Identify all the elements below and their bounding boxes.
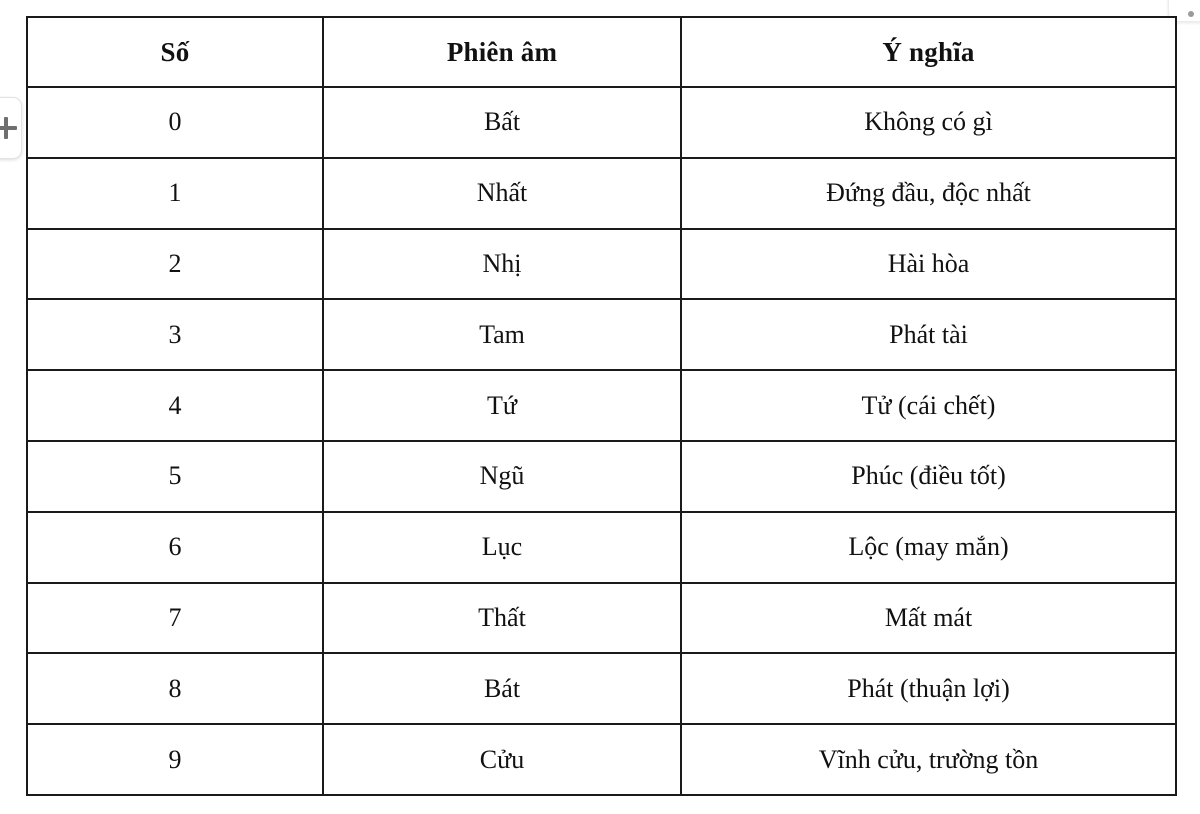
cell-number: 6 [26,510,324,584]
table-header: Số Phiên âm Ý nghĩa [26,16,1177,88]
table-body: 0 Bất Không có gì 1 Nhất Đứng đầu, độc n… [26,86,1177,796]
cell-phonetic: Lục [322,510,682,584]
table-row: 4 Tứ Tử (cái chết) [26,369,1177,442]
cell-phonetic: Tứ [322,369,682,442]
cell-meaning: Phát (thuận lợi) [680,652,1177,726]
table-row: 1 Nhất Đứng đầu, độc nhất [26,156,1177,230]
cell-number: 2 [26,227,324,301]
cell-meaning: Hài hòa [680,227,1177,301]
table-row: 0 Bất Không có gì [26,86,1177,159]
cell-number: 4 [26,369,324,442]
cell-phonetic: Tam [322,298,682,372]
cell-number: 0 [26,86,324,159]
plus-icon [0,117,17,139]
number-meaning-table-container: Số Phiên âm Ý nghĩa 0 Bất Không có gì 1 … [26,16,1177,796]
table-row: 5 Ngũ Phúc (điều tốt) [26,439,1177,513]
cell-phonetic: Nhị [322,227,682,301]
add-button[interactable] [0,97,22,159]
cell-number: 9 [26,723,324,796]
cell-phonetic: Bất [322,86,682,159]
table-header-row: Số Phiên âm Ý nghĩa [26,16,1177,88]
number-meaning-table: Số Phiên âm Ý nghĩa 0 Bất Không có gì 1 … [26,16,1177,796]
table-row: 7 Thất Mất mát [26,581,1177,655]
cell-meaning: Vĩnh cửu, trường tồn [680,723,1177,796]
cell-number: 7 [26,581,324,655]
cell-phonetic: Ngũ [322,439,682,513]
cell-meaning: Phát tài [680,298,1177,372]
cell-meaning: Lộc (may mắn) [680,510,1177,584]
cell-meaning: Phúc (điều tốt) [680,439,1177,513]
cell-meaning: Tử (cái chết) [680,369,1177,442]
cell-number: 3 [26,298,324,372]
cell-number: 5 [26,439,324,513]
cell-number: 1 [26,156,324,230]
dot-icon [1188,11,1194,17]
table-row: 6 Lục Lộc (may mắn) [26,510,1177,584]
column-header-phonetic: Phiên âm [322,16,682,88]
cell-number: 8 [26,652,324,726]
table-row: 9 Cửu Vĩnh cửu, trường tồn [26,723,1177,796]
table-row: 8 Bát Phát (thuận lợi) [26,652,1177,726]
cell-meaning: Mất mát [680,581,1177,655]
cell-phonetic: Cửu [322,723,682,796]
column-header-meaning: Ý nghĩa [680,16,1177,88]
cell-phonetic: Bát [322,652,682,726]
table-row: 2 Nhị Hài hòa [26,227,1177,301]
cell-phonetic: Thất [322,581,682,655]
table-row: 3 Tam Phát tài [26,298,1177,372]
cell-phonetic: Nhất [322,156,682,230]
column-header-number: Số [26,16,324,88]
cell-meaning: Không có gì [680,86,1177,159]
cell-meaning: Đứng đầu, độc nhất [680,156,1177,230]
